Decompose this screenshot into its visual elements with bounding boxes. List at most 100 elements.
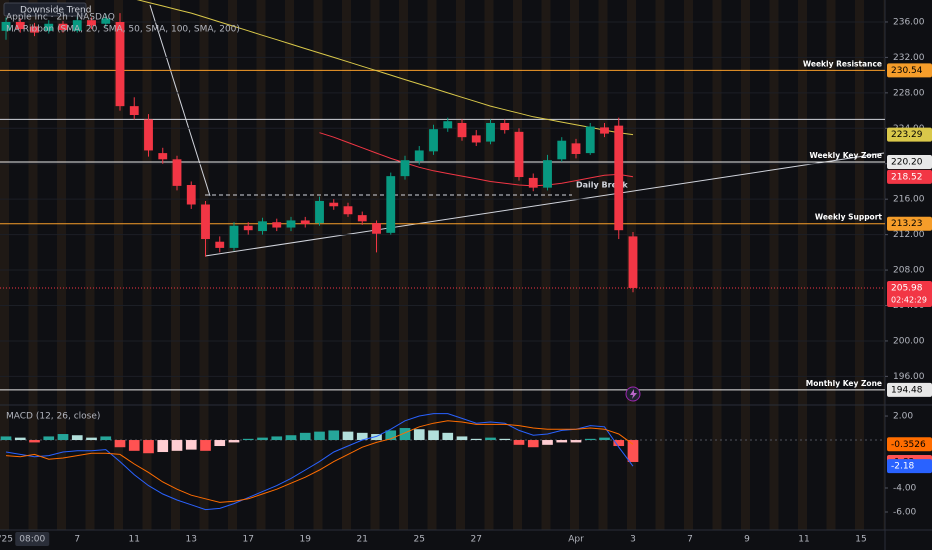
histogram-bar [356, 432, 368, 441]
signal-last-label: -0.3526 [891, 440, 926, 450]
histogram-bar [485, 437, 496, 441]
histogram-bar [299, 432, 311, 441]
last-price: 205.98 [891, 283, 923, 293]
candle-body [72, 20, 82, 31]
ma-line [136, 0, 634, 136]
candle-body [614, 125, 624, 231]
candle-body [443, 121, 453, 129]
candle-body [30, 26, 39, 33]
candle-body [471, 135, 481, 143]
candle-body [101, 18, 111, 24]
y-tick-label: 196.00 [893, 372, 925, 382]
macd-last-label-box [887, 459, 932, 474]
candle-body [329, 202, 339, 207]
level-name: Weekly Key Zone [809, 151, 882, 160]
level-name: Weekly Resistance [803, 59, 882, 68]
histogram-bar [29, 440, 40, 443]
histogram-bar [242, 438, 254, 441]
x-tick-box [15, 532, 50, 546]
histogram-bar [613, 440, 625, 447]
level-label-box [887, 154, 932, 169]
candle-body [87, 20, 96, 26]
candle-body [457, 122, 467, 138]
candle-body [258, 221, 267, 232]
candle-body [243, 225, 253, 231]
legend-indicator: MA Ribbon (SMA, 20, SMA, 50, SMA, 100, S… [6, 25, 240, 35]
candle-body [144, 119, 153, 151]
level-label: 194.48 [891, 385, 923, 395]
legend-tag-box [3, 2, 87, 17]
histogram-bar [556, 440, 568, 443]
candle-body [429, 129, 438, 152]
histogram-bar [185, 440, 197, 450]
x-tick-label: 25 [414, 535, 425, 545]
x-tick-label: 21 [357, 535, 368, 545]
candle-body [343, 206, 353, 215]
annotation: Daily Break [576, 181, 628, 190]
y-tick-label: 2.00 [893, 412, 913, 422]
candle-body [172, 159, 182, 186]
histogram-bar [513, 440, 525, 445]
histogram-bar [499, 438, 511, 441]
histogram-bar [314, 431, 325, 441]
histogram-bar [14, 437, 26, 441]
level-name: Weekly Support [815, 213, 883, 222]
histogram-bar [71, 435, 83, 441]
candle-body [201, 204, 210, 240]
macd-title: MACD (12, 26, close) [6, 412, 100, 422]
macd-line [5, 420, 634, 503]
x-tick-label: 13 [186, 535, 197, 545]
level-name: Monthly Key Zone [806, 379, 882, 388]
histogram-bar [428, 430, 439, 441]
candle-body [528, 177, 538, 188]
candle-body [44, 23, 54, 31]
legend: Downside Trend Apple Inc · 2h · NASDAQ M… [3, 2, 240, 422]
candle-body [129, 106, 139, 116]
candle-body [1, 21, 11, 31]
candle-body [571, 143, 581, 154]
histogram-bar [442, 432, 454, 441]
histogram-bar [200, 440, 211, 451]
signal-last-label-box [887, 437, 932, 452]
candle-body [15, 21, 25, 30]
candle-body [186, 185, 196, 205]
candle-body [300, 220, 310, 224]
x-tick-label: 19 [300, 535, 312, 545]
level-label-box [887, 63, 932, 78]
level-label: 213.23 [891, 219, 923, 229]
candle-body [500, 122, 510, 131]
histogram-bar [527, 440, 539, 448]
histogram-bar [0, 436, 12, 441]
candle-body [600, 127, 609, 134]
y-tick-label: 212.00 [893, 230, 925, 240]
level-label-box [887, 382, 932, 397]
histogram-bar [86, 437, 97, 441]
x-tick-label: 7 [687, 535, 693, 545]
histogram-bar [100, 436, 112, 441]
candle-body [58, 23, 68, 30]
histogram-bar [413, 429, 425, 441]
candle-body [357, 215, 367, 222]
y-tick-label: -4.00 [893, 484, 917, 494]
ma-last-label: 218.52 [891, 172, 923, 182]
ma-last-label-box [887, 127, 932, 142]
axes: 236.00232.00228.00224.00220.00216.00212.… [0, 17, 932, 546]
ma-last-label: 223.29 [891, 130, 923, 140]
histogram-bar [285, 435, 297, 441]
y-tick-label: 228.00 [893, 88, 925, 98]
candle-body [628, 236, 638, 288]
histogram-bar [371, 434, 382, 441]
candle-body [115, 21, 125, 107]
candle-body [286, 220, 296, 228]
histogram-bar [43, 436, 55, 441]
candle-body [386, 176, 396, 233]
x-tick-label: 17 [243, 535, 254, 545]
histogram-bar [271, 436, 283, 441]
candle-body [557, 140, 567, 160]
histogram-bar [342, 431, 354, 441]
histogram-bar [328, 430, 340, 441]
y-tick-label: 208.00 [893, 266, 925, 276]
x-tick-label: 9 [744, 535, 750, 545]
candle-body [315, 200, 324, 224]
countdown: 02:42:29 [891, 295, 927, 304]
